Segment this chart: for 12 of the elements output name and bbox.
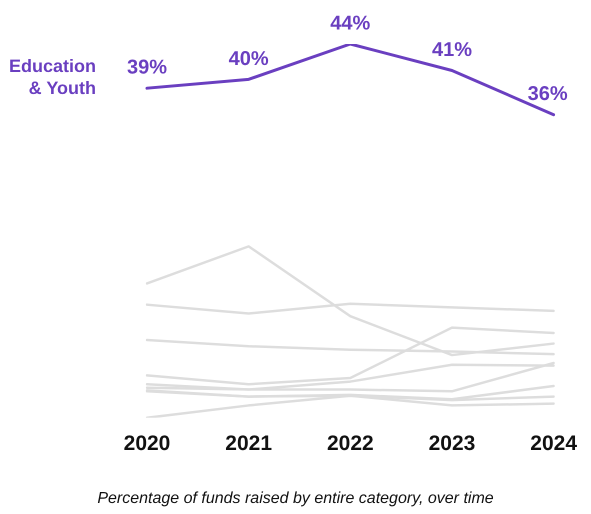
x-tick-label: 2023	[428, 432, 476, 456]
text: Education & Youth	[8, 56, 96, 98]
x-tick-label: 2021	[225, 432, 272, 456]
data-label: 36%	[528, 83, 568, 106]
data-label: 39%	[126, 56, 168, 79]
data-label: 40%	[228, 48, 269, 70]
data-label: 44%	[330, 12, 371, 35]
data-label: 41%	[432, 39, 472, 62]
x-tick-label: 2020	[124, 432, 170, 456]
x-tick-label: 2024	[530, 432, 578, 456]
text: Percentage of funds raised by entire category, over time	[96, 490, 495, 508]
x-tick-label: 2022	[326, 432, 374, 456]
